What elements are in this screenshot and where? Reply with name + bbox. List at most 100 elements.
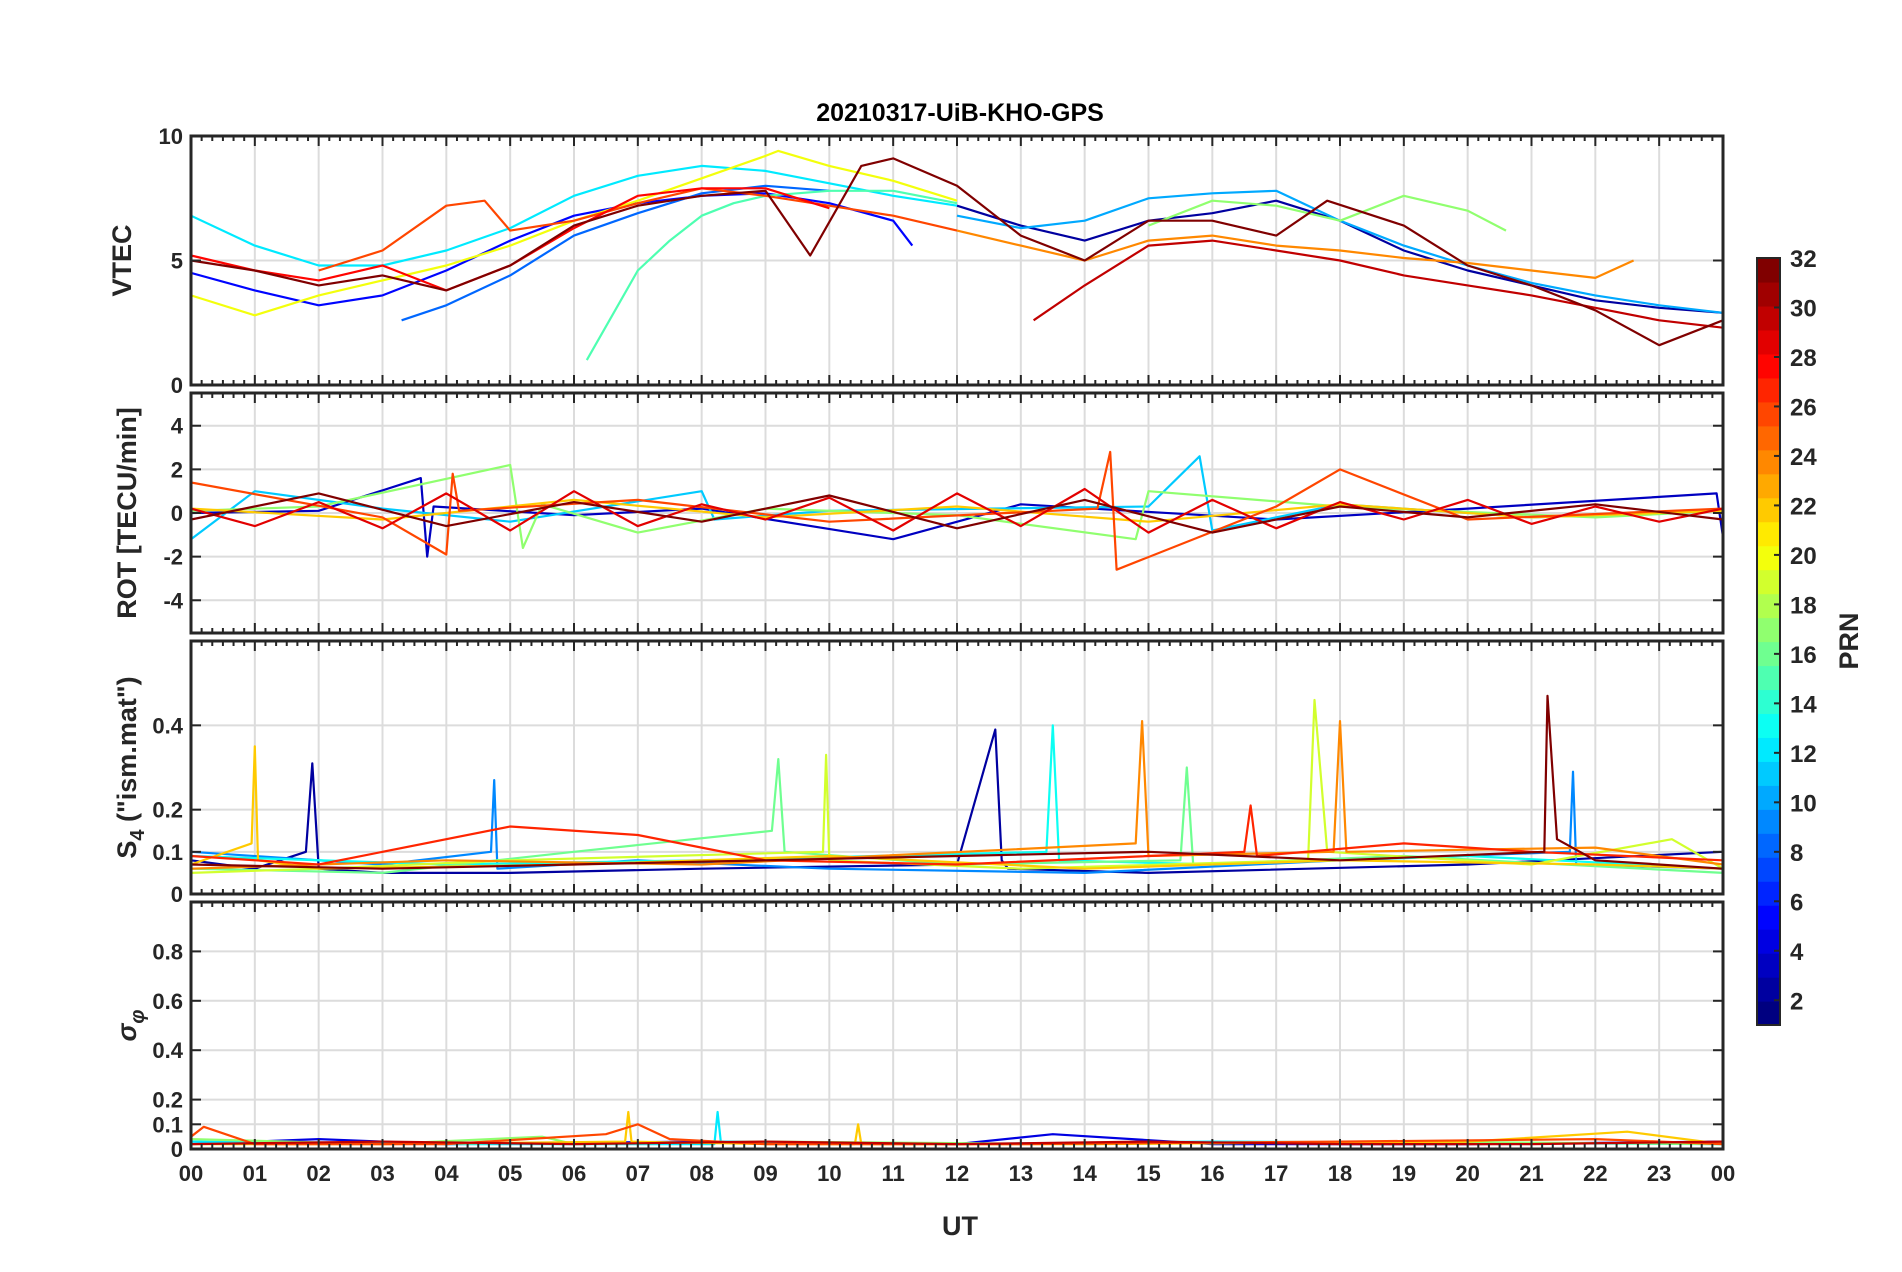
- y-tick-label: -2: [163, 545, 183, 570]
- colorbar-tick-label: 20: [1790, 543, 1817, 570]
- x-tick-label: 20: [1455, 1161, 1479, 1186]
- x-axis-label: UT: [942, 1211, 978, 1241]
- chart-title: 20210317-UiB-KHO-GPS: [816, 99, 1104, 127]
- y-tick-label: 0.2: [152, 1088, 183, 1113]
- series-line-3: [191, 477, 1723, 558]
- x-tick-label: 18: [1328, 1161, 1352, 1186]
- x-tick-label: 09: [753, 1161, 777, 1186]
- panel-vtec: 0 5 10 VTEC: [107, 124, 1725, 398]
- colorbar-tick-label: 32: [1790, 246, 1817, 273]
- colorbar-segment: [1757, 593, 1780, 619]
- colorbar-segment: [1757, 953, 1780, 978]
- colorbar-tick-label: 26: [1790, 394, 1817, 421]
- y-tick-label: 10: [159, 124, 183, 149]
- x-tick-label: 21: [1519, 1161, 1543, 1186]
- colorbar-tick-label: 30: [1790, 295, 1817, 322]
- x-tick-label: 11: [882, 1161, 905, 1186]
- colorbar-tick-label: 28: [1790, 345, 1817, 372]
- colorbar-segment: [1757, 689, 1780, 715]
- colorbar-frame: [1756, 257, 1781, 1026]
- panel-sigma: 00.10.2 0.4 0.6 0.8 σφ: [112, 900, 1725, 1162]
- y-tick-label: 0.6: [152, 989, 183, 1014]
- colorbar-segment: [1757, 833, 1780, 858]
- x-tick-label: 05: [498, 1161, 522, 1186]
- y-tick-label: 0: [171, 501, 183, 526]
- y-tick-label: 0.4: [152, 1038, 183, 1063]
- x-tick-label: 01: [243, 1161, 267, 1186]
- series-line-26: [191, 1123, 1723, 1146]
- colorbar-tick-label: 2: [1790, 988, 1803, 1015]
- x-tick-label: 14: [1072, 1161, 1097, 1186]
- series-line-5: [191, 192, 914, 307]
- y-tick-label: 0.2: [152, 798, 183, 823]
- x-tick-label: 04: [434, 1161, 459, 1186]
- colorbar-segment: [1757, 809, 1780, 834]
- colorbar-tick-label: 6: [1790, 889, 1803, 916]
- series-line-8: [401, 184, 830, 322]
- series-line-29: [191, 487, 1723, 534]
- x-tick-label: 00: [179, 1161, 203, 1186]
- y-tick-label: 0: [171, 1137, 183, 1162]
- colorbar-tick-label: 10: [1790, 790, 1817, 817]
- series-line-9: [191, 770, 1723, 875]
- colorbar-segment: [1757, 281, 1780, 307]
- y-tick-label: 0: [171, 373, 183, 398]
- x-tick-label: 08: [689, 1161, 713, 1186]
- colorbar-segment: [1757, 329, 1780, 355]
- series-line-32: [191, 157, 1723, 347]
- y-axis-label: σφ: [112, 1010, 149, 1042]
- colorbar-segment: [1757, 977, 1780, 1002]
- x-tick-label: 16: [1200, 1161, 1224, 1186]
- colorbar-segment: [1757, 737, 1780, 762]
- y-tick-label: 0.8: [152, 939, 183, 964]
- x-tick-label: 00: [1711, 1161, 1735, 1186]
- colorbar-segment: [1757, 713, 1780, 738]
- x-tick-label: 12: [945, 1161, 969, 1186]
- colorbar-segment: [1757, 425, 1780, 451]
- panel-frame: [189, 391, 1725, 635]
- y-tick-label: -4: [163, 588, 183, 613]
- colorbar-segment: [1757, 258, 1780, 283]
- colorbar-segment: [1757, 569, 1780, 595]
- x-tick-label: 10: [817, 1161, 841, 1186]
- colorbar-tick-label: 14: [1790, 691, 1817, 718]
- x-tick-label: 07: [626, 1161, 650, 1186]
- y-tick-label: 4: [171, 414, 184, 439]
- colorbar-tick-label: 22: [1790, 493, 1817, 520]
- colorbar-segment: [1757, 905, 1780, 930]
- y-tick-label: 0.1: [152, 1112, 183, 1137]
- x-tick-label: 17: [1264, 1161, 1288, 1186]
- colorbar-segment: [1757, 521, 1780, 547]
- series-line-30: [1032, 239, 1723, 329]
- series-line-24: [956, 229, 1635, 279]
- panel-frame: [189, 134, 1725, 387]
- colorbar-segment: [1757, 785, 1780, 810]
- series-group: [191, 149, 1723, 361]
- x-tick-label: 02: [306, 1161, 330, 1186]
- colorbar-segment: [1757, 617, 1780, 643]
- series-group: [191, 450, 1723, 571]
- colorbar-segment: [1757, 497, 1780, 523]
- colorbar-segment: [1757, 641, 1780, 667]
- series-line-22: [191, 498, 1723, 523]
- x-tick-label: 13: [1009, 1161, 1033, 1186]
- colorbar-segment: [1757, 377, 1780, 403]
- colorbar-segment: [1757, 857, 1780, 882]
- colorbar-tick-label: 8: [1790, 840, 1803, 867]
- series-group: [191, 694, 1723, 875]
- colorbar-tick-label: 4: [1790, 939, 1804, 966]
- panel-s4: 0 0.1 0.2 0.4S4 ("ism.mat"): [112, 639, 1725, 907]
- colorbar-segment: [1757, 1001, 1780, 1026]
- y-tick-label: 2: [171, 457, 183, 482]
- colorbar-segment: [1757, 401, 1780, 427]
- panel-rot: -4 -2 0 2 4 ROT [TECU/min]: [112, 391, 1725, 635]
- colorbar-segment: [1757, 665, 1780, 691]
- series-line-32: [191, 694, 1723, 870]
- x-tick-label: 19: [1392, 1161, 1416, 1186]
- x-tick-label: 03: [370, 1161, 394, 1186]
- y-tick-label: 5: [171, 249, 183, 274]
- colorbar-segment: [1757, 929, 1780, 954]
- series-line-17: [1148, 194, 1507, 232]
